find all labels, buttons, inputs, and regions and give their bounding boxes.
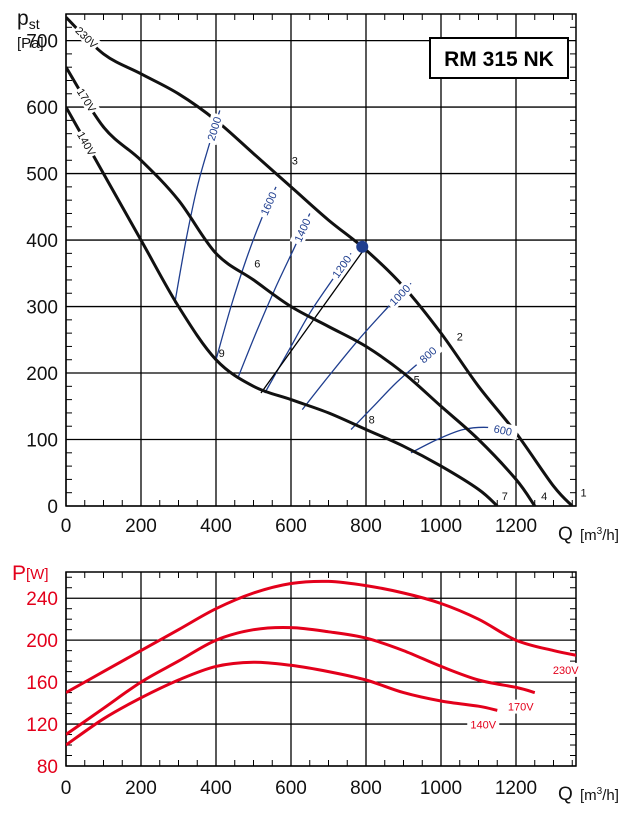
pressure-y-axis-label: pst [Pa] [17, 7, 44, 52]
svg-text:[Pa]: [Pa] [17, 35, 44, 52]
rpm-label-bg [327, 250, 357, 283]
duty-point [356, 240, 369, 253]
power-y-tick-label: 120 [26, 715, 58, 736]
power-x-tick-label: 1000 [420, 778, 462, 799]
pressure-minor-ticks [66, 14, 576, 506]
power-y-axis-label: P[W] [12, 562, 49, 585]
power-x-tick-label: 400 [200, 778, 232, 799]
svg-text:Q: Q [558, 524, 573, 545]
power-tick-labels: 0 200 400 600 800 1000 1200 80 120 160 200 240 [26, 589, 537, 799]
pressure-grid [65, 14, 576, 507]
pressure-y-tick-label: 700 [26, 32, 58, 53]
operating-point-label: 4 [541, 491, 547, 503]
power-y-tick-label: 240 [26, 589, 58, 610]
pressure-x-tick-label: 0 [61, 516, 72, 537]
operating-point-label: 1 [580, 488, 586, 500]
power-voltage-label: 230V [553, 665, 579, 677]
pressure-x-tick-label: 1000 [420, 516, 462, 537]
power-voltage-label: 170V [508, 702, 534, 714]
pressure-x-axis-label: Q [m3/h] [558, 524, 619, 545]
power-y-tick-label: 80 [37, 757, 58, 778]
operating-point-label: 3 [292, 155, 298, 167]
power-minor-ticks [66, 572, 576, 766]
pressure-x-tick-label: 200 [125, 516, 157, 537]
pressure-y-tick-label: 100 [26, 431, 58, 452]
pressure-curves [66, 16, 574, 506]
power-x-tick-label: 200 [125, 778, 157, 799]
pressure-y-tick-label: 0 [47, 497, 58, 518]
power-voltage-label-bg [467, 717, 500, 732]
svg-text:[m3/h]: [m3/h] [580, 526, 619, 544]
operating-point-label: 8 [369, 415, 375, 427]
pressure-y-tick-label: 300 [26, 298, 58, 319]
duty-point-marker [356, 240, 369, 253]
operating-point-label: 7 [502, 491, 508, 503]
power-x-tick-label: 0 [61, 778, 72, 799]
operating-point-label: 9 [219, 348, 225, 360]
operating-point-label: 6 [254, 258, 260, 270]
pressure-y-tick-label: 600 [26, 98, 58, 119]
svg-text:pst: pst [17, 7, 40, 32]
title-box: RM 315 NK [429, 37, 569, 79]
rpm-label-bg [202, 112, 226, 146]
voltage-label-bg [74, 128, 100, 159]
power-y-tick-label: 160 [26, 673, 58, 694]
pressure-x-tick-label: 400 [200, 516, 232, 537]
pressure-y-tick-label: 400 [26, 231, 58, 252]
power-voltage-label: 140V [470, 719, 496, 731]
rpm-label-bg [384, 279, 416, 311]
pressure-curve-170V [66, 66, 537, 506]
pressure-x-tick-label: 800 [350, 516, 382, 537]
power-x-tick-label: 600 [275, 778, 307, 799]
svg-text:P[W]: P[W] [12, 562, 49, 585]
rpm-label-bg [289, 213, 315, 247]
rpm-label-bg [412, 339, 444, 370]
power-x-tick-label: 1200 [495, 778, 537, 799]
chart-title: RM 315 NK [444, 48, 554, 71]
power-curve-170V [66, 625, 536, 736]
power-x-tick-label: 800 [350, 778, 382, 799]
pressure-curve-230V [66, 16, 574, 506]
rpm-label-bg [255, 186, 282, 221]
svg-text:Q: Q [558, 784, 573, 805]
rpm-label-bg [486, 420, 519, 441]
point-labels: 1 2 3 4 5 6 7 8 9 [219, 155, 587, 503]
pressure-curve-140V [66, 106, 499, 506]
power-voltage-labels: 230V 170V 140V [467, 662, 582, 732]
power-x-axis-label: Q [m3/h] [558, 784, 619, 805]
pressure-x-tick-label: 1200 [495, 516, 537, 537]
power-voltage-label-bg [549, 662, 582, 677]
pressure-y-tick-label: 500 [26, 165, 58, 186]
power-curves [66, 579, 576, 747]
power-voltage-label-bg [504, 699, 537, 714]
voltage-label-bg [74, 84, 100, 116]
pressure-x-tick-label: 600 [275, 516, 307, 537]
operating-point-label: 2 [457, 331, 463, 343]
pressure-y-tick-label: 200 [26, 364, 58, 385]
rpm-label: 600 [492, 423, 512, 438]
pressure-tick-labels: 0 200 400 600 800 1000 1200 0 100 200 300 400 500 600… [26, 32, 537, 537]
operating-point-label: 5 [414, 375, 420, 387]
svg-text:[m3/h]: [m3/h] [580, 786, 619, 804]
power-curve-140V [66, 660, 498, 747]
power-y-tick-label: 200 [26, 631, 58, 652]
power-chart: 230V 170V 140V 0 200 400 600 800 1000 1200 80 120 1… [12, 562, 619, 805]
voltage-label-bg [72, 22, 102, 52]
power-curve-230V [66, 579, 576, 694]
